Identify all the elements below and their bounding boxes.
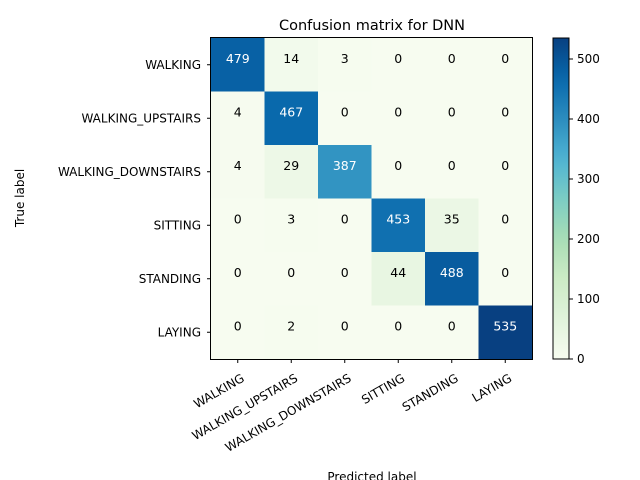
heatmap-cell xyxy=(478,305,533,360)
cell-value-label: 0 xyxy=(501,104,509,119)
heatmap-cell xyxy=(318,252,372,306)
heatmap-cell xyxy=(211,145,265,199)
colorbar-tick-label: 500 xyxy=(577,52,600,66)
heatmap-cell xyxy=(425,38,479,92)
cell-value-label: 488 xyxy=(440,265,464,280)
heatmap-cell xyxy=(478,252,533,306)
heatmap-cell xyxy=(264,305,319,360)
cell-value-label: 453 xyxy=(386,211,410,226)
cell-value-label: 0 xyxy=(341,318,349,333)
cell-value-label: 3 xyxy=(287,211,295,226)
heatmap-cell xyxy=(425,198,479,253)
heatmap-cell xyxy=(318,91,372,146)
colorbar: 0 100 200 300 400 500 xyxy=(552,37,600,366)
heatmap-cell xyxy=(318,305,372,360)
cell-value-label: 2 xyxy=(287,318,295,333)
cell-value-label: 0 xyxy=(448,104,456,119)
y-tick-label: LAYING xyxy=(158,325,201,339)
cell-value-label: 0 xyxy=(448,158,456,173)
colorbar-tick-label: 100 xyxy=(577,292,600,306)
heatmap-cell xyxy=(371,145,426,199)
cell-value-label: 0 xyxy=(234,265,242,280)
cell-value-label: 387 xyxy=(333,158,357,173)
cell-value-label: 35 xyxy=(444,211,460,226)
heatmap-cell xyxy=(264,38,319,92)
heatmap-cell xyxy=(211,305,265,360)
y-axis-label: True label xyxy=(13,169,27,228)
heatmap-cell xyxy=(478,145,533,199)
heatmap-cell xyxy=(264,145,319,199)
x-axis-ticks: WALKINGWALKING_UPSTAIRSWALKING_DOWNSTAIR… xyxy=(190,359,515,455)
cell-value-label: 14 xyxy=(283,51,299,66)
heatmap-cell xyxy=(318,145,372,199)
heatmap-cell-labels: 479 14 3 0 0 0 4 467 0 0 0 0 4 29 387 0 0 0 0 3 0 453 35 0 0 0 0 44… xyxy=(226,51,517,334)
heatmap-cell xyxy=(264,91,319,146)
cell-value-label: 0 xyxy=(234,211,242,226)
cell-value-label: 535 xyxy=(493,318,517,333)
cell-value-label: 0 xyxy=(287,265,295,280)
heatmap-cell xyxy=(425,305,479,360)
colorbar-tick-label: 200 xyxy=(577,232,600,246)
heatmap-cell xyxy=(371,198,426,253)
heatmap-cell xyxy=(211,38,265,92)
cell-value-label: 467 xyxy=(279,104,303,119)
heatmap-cell xyxy=(211,198,265,253)
cell-value-label: 0 xyxy=(448,318,456,333)
cell-value-label: 4 xyxy=(234,158,242,173)
y-tick-label: WALKING xyxy=(145,58,201,72)
heatmap-cell xyxy=(211,252,265,306)
chart-title: Confusion matrix for DNN xyxy=(279,18,465,34)
y-axis-ticks: WALKING WALKING_UPSTAIRS WALKING_DOWNSTAIR… xyxy=(58,58,211,339)
heatmap-cell xyxy=(425,91,479,146)
colorbar-tick-label: 300 xyxy=(577,172,600,186)
cell-value-label: 0 xyxy=(341,265,349,280)
y-tick-label: STANDING xyxy=(139,272,201,286)
cell-value-label: 29 xyxy=(283,158,299,173)
heatmap-cell xyxy=(264,252,319,306)
y-tick-label: SITTING xyxy=(154,218,201,232)
cell-value-label: 0 xyxy=(341,211,349,226)
cell-value-label: 3 xyxy=(341,51,349,66)
cell-value-label: 479 xyxy=(226,51,250,66)
heatmap-cell xyxy=(318,38,372,92)
heatmap-cell xyxy=(425,252,479,306)
cell-value-label: 4 xyxy=(234,104,242,119)
cell-value-label: 44 xyxy=(390,265,406,280)
cell-value-label: 0 xyxy=(501,211,509,226)
heatmap-cell xyxy=(371,91,426,146)
heatmap-cell xyxy=(371,38,426,92)
heatmap-cell xyxy=(425,145,479,199)
cell-value-label: 0 xyxy=(341,104,349,119)
y-tick-label: WALKING_UPSTAIRS xyxy=(81,111,201,125)
x-axis-label: Predicted label xyxy=(327,470,416,480)
cell-value-label: 0 xyxy=(501,158,509,173)
cell-value-label: 0 xyxy=(501,265,509,280)
cell-value-label: 0 xyxy=(394,158,402,173)
heatmap-cell xyxy=(211,91,265,146)
heatmap-cells xyxy=(211,38,533,360)
x-tick-label: LAYING xyxy=(470,371,515,405)
heatmap-cell xyxy=(478,91,533,146)
cell-value-label: 0 xyxy=(394,104,402,119)
y-tick-label: WALKING_DOWNSTAIRS xyxy=(58,165,201,179)
colorbar-gradient xyxy=(552,37,570,360)
colorbar-tick-label: 0 xyxy=(577,352,585,366)
cell-value-label: 0 xyxy=(448,51,456,66)
heatmap-cell xyxy=(371,252,426,306)
x-tick-label: STANDING xyxy=(400,371,461,414)
plot-frame xyxy=(210,37,533,360)
colorbar-tick-label: 400 xyxy=(577,112,600,126)
cell-value-label: 0 xyxy=(234,318,242,333)
cell-value-label: 0 xyxy=(394,318,402,333)
heatmap-cell xyxy=(371,305,426,360)
cell-value-label: 0 xyxy=(501,51,509,66)
heatmap-cell xyxy=(478,38,533,92)
heatmap-cell xyxy=(478,198,533,253)
heatmap-cell xyxy=(264,198,319,253)
heatmap-cell xyxy=(318,198,372,253)
cell-value-label: 0 xyxy=(394,51,402,66)
